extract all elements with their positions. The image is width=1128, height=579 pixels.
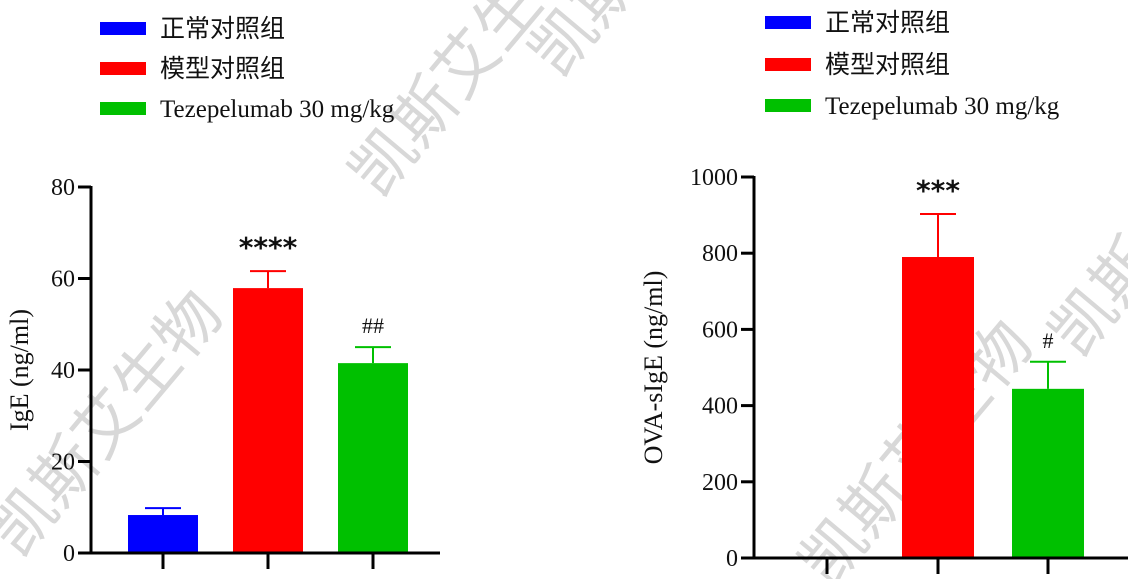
y-tick-label: 600 — [702, 317, 738, 343]
legend-item: 模型对照组 — [100, 55, 285, 83]
y-tick-label: 40 — [51, 358, 75, 384]
charts: **** ## 0 20 40 60 80 IgE (ng/ml) *** #0 200 400 600… — [5, 165, 1128, 574]
legend-swatch — [100, 22, 146, 35]
significance-label: ## — [362, 313, 384, 338]
watermark-text: 凯斯艾生物 — [516, 0, 778, 90]
y-tick-label: 60 — [51, 267, 75, 293]
y-axis-label: OVA-sIgE (ng/ml) — [639, 271, 668, 465]
y-axis-label: IgE (ng/ml) — [5, 309, 34, 431]
y-tick-label: 400 — [702, 394, 738, 420]
chart-2: *** #0 200 400 600 800 1000 OVA-sIgE (ng/ml) — [639, 165, 1128, 574]
legend-label: 正常对照组 — [160, 15, 285, 43]
watermark-text: 凯斯艾生物 — [0, 278, 238, 571]
y-tick-label: 20 — [51, 450, 75, 476]
bar — [902, 257, 974, 558]
y-tick-label: 200 — [702, 470, 738, 496]
watermark-text: 凯斯艾生物 — [1036, 78, 1128, 371]
legend-label: 正常对照组 — [825, 9, 950, 37]
legend-swatch — [100, 102, 146, 115]
legend-label: Tezepelumab 30 mg/kg — [825, 93, 1060, 120]
legend-item: Tezepelumab 30 mg/kg — [100, 96, 395, 123]
bar — [338, 363, 408, 553]
legend-label: 模型对照组 — [825, 51, 950, 79]
significance-label: **** — [239, 231, 298, 264]
significance-label: # — [1043, 328, 1054, 353]
y-tick-label: 0 — [726, 546, 738, 572]
legend-item: Tezepelumab 30 mg/kg — [765, 93, 1060, 120]
legend-item: 模型对照组 — [765, 51, 950, 79]
y-tick-label: 0 — [63, 541, 75, 567]
legend-item: 正常对照组 — [765, 9, 950, 37]
legend-swatch — [765, 99, 811, 112]
legend-swatch — [765, 58, 811, 71]
y-tick-label: 800 — [702, 241, 738, 267]
y-tick-label: 1000 — [690, 165, 738, 191]
legend-swatch — [765, 16, 811, 29]
y-tick-label: 80 — [51, 175, 75, 201]
chart-1: **** ## 0 20 40 60 80 IgE (ng/ml) — [5, 175, 440, 569]
bar — [128, 515, 198, 553]
significance-label: *** — [916, 174, 960, 207]
legend-swatch — [100, 62, 146, 75]
bar — [233, 288, 303, 553]
legend-label: Tezepelumab 30 mg/kg — [160, 96, 395, 123]
bar — [1012, 388, 1084, 558]
legend-item: 正常对照组 — [100, 15, 285, 43]
legend-label: 模型对照组 — [160, 55, 285, 83]
